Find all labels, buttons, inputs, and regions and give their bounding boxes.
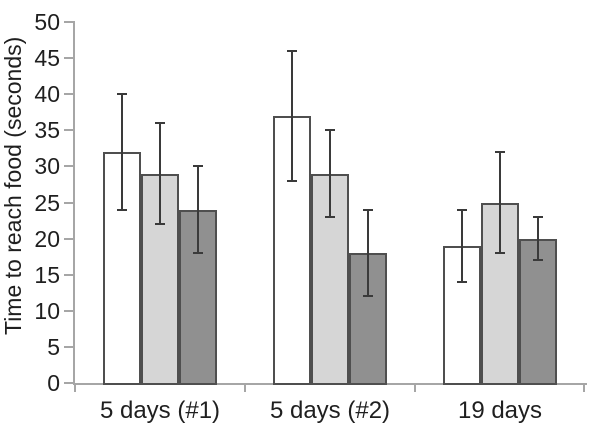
- error-cap-bottom-white-bars-cat1: [117, 208, 128, 211]
- error-cap-bottom-light-gray-bars-cat2: [325, 215, 335, 218]
- y-tick-35: [64, 129, 75, 132]
- bar-light-gray-bars-cat2: [311, 173, 349, 385]
- x-category-label-1: 5 days (#1): [99, 397, 221, 424]
- y-tick-label-35: 35: [34, 117, 60, 144]
- error-cap-bottom-light-gray-bars-cat3: [495, 252, 505, 255]
- y-tick-label-25: 25: [34, 189, 60, 216]
- y-tick-label-0: 0: [47, 370, 60, 396]
- error-cap-bottom-dark-gray-bars-cat1: [192, 252, 203, 255]
- y-tick-30: [64, 165, 75, 168]
- bar-dark-gray-bars-cat3: [518, 238, 557, 385]
- y-tick-40: [64, 93, 75, 96]
- x-tick-1: [244, 383, 246, 392]
- error-cap-top-light-gray-bars-cat2: [325, 129, 335, 132]
- x-tick-2: [414, 383, 416, 392]
- error-cap-top-light-gray-bars-cat1: [155, 122, 165, 125]
- y-tick-10: [64, 309, 75, 312]
- y-tick-label-45: 45: [34, 45, 60, 72]
- error-cap-bottom-light-gray-bars-cat1: [155, 223, 165, 226]
- error-bar-white-bars-cat1: [121, 94, 124, 210]
- error-cap-bottom-white-bars-cat2: [287, 179, 298, 182]
- error-cap-top-white-bars-cat3: [457, 208, 468, 211]
- error-cap-top-white-bars-cat1: [117, 93, 128, 96]
- x-category-label-3: 19 days: [457, 397, 543, 424]
- y-tick-50: [64, 21, 75, 23]
- error-cap-top-light-gray-bars-cat3: [495, 150, 505, 153]
- bar-white-bars-cat3: [443, 245, 482, 385]
- y-tick-label-30: 30: [34, 153, 60, 180]
- y-tick-0: [64, 382, 75, 384]
- y-tick-20: [64, 237, 75, 240]
- x-category-label-2: 5 days (#2): [269, 397, 391, 424]
- error-bar-dark-gray-bars-cat1: [196, 166, 199, 254]
- error-cap-top-white-bars-cat2: [287, 49, 298, 52]
- y-tick-25: [64, 201, 75, 204]
- x-tick-0: [74, 383, 76, 392]
- error-bar-light-gray-bars-cat1: [159, 123, 161, 225]
- error-cap-bottom-dark-gray-bars-cat2: [362, 295, 373, 298]
- y-tick-label-40: 40: [34, 81, 60, 108]
- error-bar-dark-gray-bars-cat3: [536, 216, 539, 261]
- y-tick-45: [64, 57, 75, 60]
- x-tick-3: [583, 383, 585, 392]
- y-tick-label-50: 50: [34, 9, 60, 35]
- error-bar-light-gray-bars-cat3: [499, 151, 501, 254]
- error-cap-bottom-dark-gray-bars-cat3: [532, 259, 543, 262]
- y-tick-15: [64, 273, 75, 276]
- y-tick-label-15: 15: [34, 261, 60, 288]
- error-bar-white-bars-cat3: [461, 209, 464, 282]
- error-cap-bottom-white-bars-cat3: [457, 280, 468, 283]
- y-tick-label-10: 10: [34, 297, 60, 324]
- y-tick-5: [64, 345, 75, 348]
- error-cap-top-dark-gray-bars-cat2: [362, 208, 373, 211]
- y-axis-line: [73, 22, 75, 385]
- error-bar-light-gray-bars-cat2: [329, 130, 331, 217]
- y-tick-label-5: 5: [47, 333, 60, 360]
- y-tick-label-20: 20: [34, 225, 60, 252]
- error-bar-dark-gray-bars-cat2: [366, 209, 369, 297]
- error-cap-top-dark-gray-bars-cat3: [532, 215, 543, 218]
- error-cap-top-dark-gray-bars-cat1: [192, 165, 203, 168]
- error-bar-white-bars-cat2: [291, 50, 294, 181]
